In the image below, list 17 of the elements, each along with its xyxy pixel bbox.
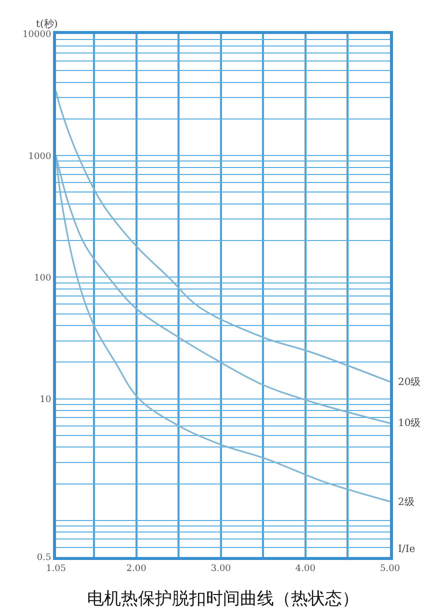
- y-tick-label: 0.5: [36, 553, 52, 564]
- y-tick-label: 100: [34, 273, 52, 284]
- y-tick-label: 10000: [22, 30, 52, 40]
- x-tick-label: 3.00: [210, 564, 232, 574]
- y-tick-label: 10: [40, 394, 52, 405]
- x-axis-title: I/Ie: [398, 544, 416, 555]
- x-tick-label: 4.00: [295, 564, 316, 574]
- x-tick-label: 1.05: [46, 564, 66, 574]
- line-series: [56, 90, 390, 383]
- text: 电机热保护脱扣时间曲线（热状态）: [87, 589, 359, 609]
- y-tick-label: 1000: [28, 152, 52, 162]
- x-tick-label: 2.00: [126, 564, 147, 574]
- y-axis-title: t(秒): [36, 18, 58, 30]
- series-label: 20级: [398, 376, 421, 388]
- series-label: 2级: [398, 496, 414, 508]
- series-label: 10级: [398, 417, 421, 429]
- x-tick-label: 5.00: [380, 564, 400, 574]
